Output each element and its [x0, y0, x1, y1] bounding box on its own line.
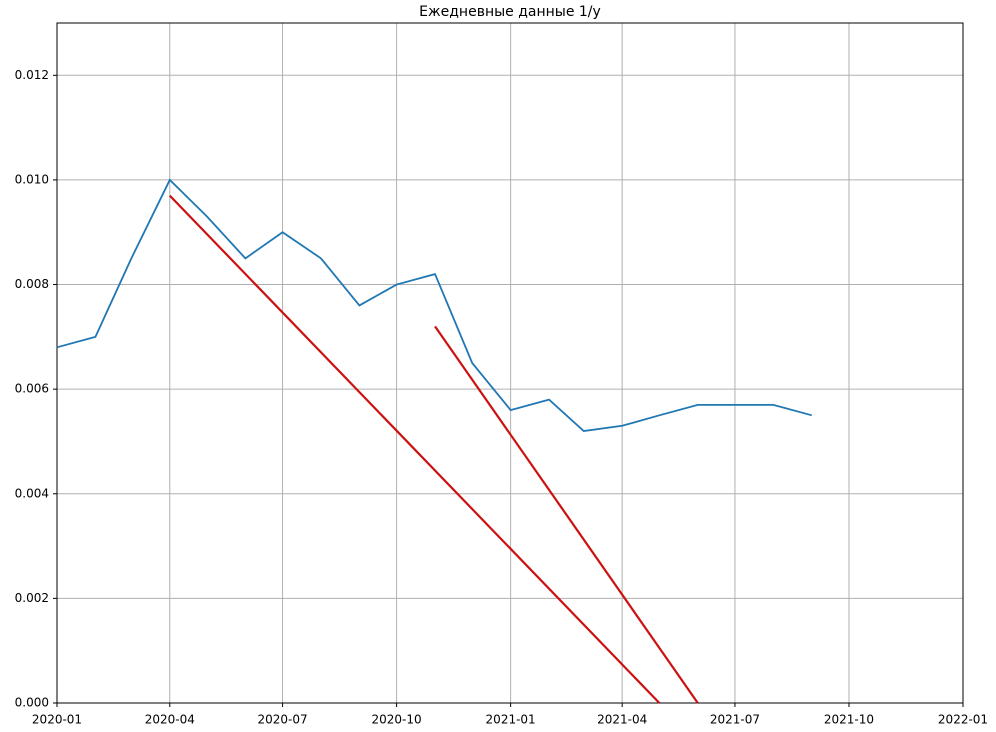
chart-title: Ежедневные данные 1/y: [419, 4, 601, 20]
plot-frame: [56, 22, 964, 704]
x-tick-label: 2022-01: [938, 713, 988, 727]
y-tick-label: 0.010: [15, 172, 49, 186]
x-tick-label: 2020-10: [372, 713, 422, 727]
y-tick-label: 0.002: [15, 591, 49, 605]
y-tick-label: 0.012: [15, 68, 49, 82]
trend-line: [434, 325, 699, 704]
y-tick-label: 0.000: [15, 696, 49, 710]
y-tick-label: 0.006: [15, 382, 49, 396]
y-tick-label: 0.008: [15, 277, 49, 291]
data-line: [56, 178, 813, 432]
x-tick-label: 2021-04: [597, 713, 647, 727]
y-tick-label: 0.004: [15, 486, 49, 500]
x-tick-label: 2021-10: [824, 713, 874, 727]
x-tick-label: 2020-04: [145, 713, 195, 727]
x-tick-label: 2020-01: [32, 713, 82, 727]
x-tick-label: 2021-01: [486, 713, 536, 727]
x-tick-label: 2020-07: [258, 713, 308, 727]
trend-line: [168, 194, 661, 704]
x-tick-label: 2021-07: [710, 713, 760, 727]
